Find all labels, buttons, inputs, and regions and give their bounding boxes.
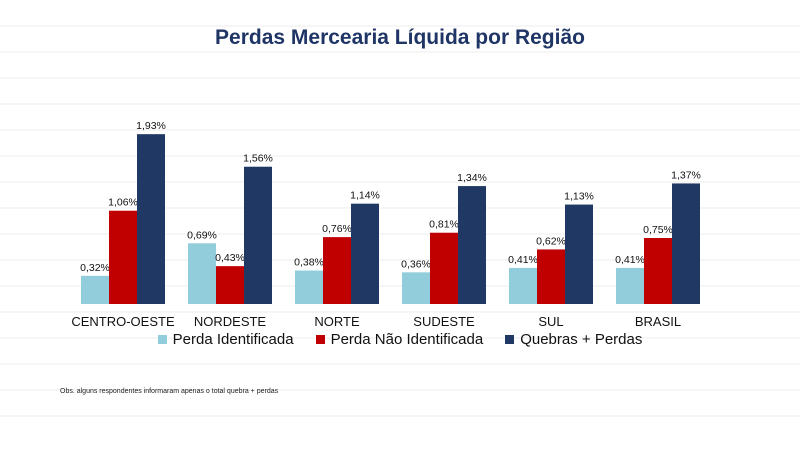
category-label: CENTRO-OESTE — [71, 314, 175, 329]
data-label: 0,32% — [80, 262, 110, 274]
data-label: 0,38% — [294, 257, 324, 269]
data-label: 1,13% — [564, 191, 594, 203]
bar — [644, 238, 672, 304]
legend-item: Quebras + Perdas — [505, 331, 642, 348]
bar — [402, 272, 430, 304]
category-label: SUL — [538, 314, 563, 329]
legend-label: Perda Não Identificada — [330, 331, 484, 348]
data-label: 1,37% — [671, 169, 701, 181]
data-label: 1,56% — [243, 153, 273, 165]
bar — [430, 232, 458, 304]
bar — [137, 134, 165, 304]
bar — [509, 267, 537, 304]
chart-legend: Perda Identificada Perda Não Identificada… — [0, 331, 800, 348]
category-label: BRASIL — [635, 314, 681, 329]
bar — [81, 275, 109, 304]
legend-swatch — [505, 335, 515, 344]
footnote: Obs. alguns respondentes informaram apen… — [60, 388, 279, 395]
data-label: 0,43% — [215, 252, 245, 264]
data-label: 1,34% — [457, 172, 487, 184]
data-label: 0,41% — [508, 254, 538, 266]
data-label: 0,36% — [401, 258, 431, 270]
data-label: 1,93% — [136, 120, 166, 132]
data-label: 1,14% — [350, 190, 380, 202]
data-label: 0,81% — [429, 219, 459, 231]
legend-label: Perda Identificada — [172, 331, 294, 348]
bar — [351, 203, 379, 304]
bar — [616, 267, 644, 304]
data-label: 0,76% — [322, 223, 352, 235]
bar — [109, 210, 137, 304]
bar — [244, 166, 272, 304]
bar — [565, 204, 593, 304]
bar — [672, 183, 700, 304]
legend-item: Perda Identificada — [157, 331, 294, 348]
bar — [537, 249, 565, 304]
bar — [323, 237, 351, 304]
chart-title: Perdas Mercearia Líquida por Região — [215, 26, 585, 49]
category-label: NORDESTE — [194, 314, 267, 329]
data-label: 0,69% — [187, 229, 217, 241]
bar — [188, 243, 216, 304]
data-label: 0,75% — [643, 224, 673, 236]
bar — [295, 270, 323, 304]
data-label: 0,41% — [615, 254, 645, 266]
legend-swatch — [157, 335, 167, 344]
data-label: 1,06% — [108, 197, 138, 209]
legend-label: Quebras + Perdas — [520, 331, 643, 348]
bar — [458, 186, 486, 304]
data-label: 0,62% — [536, 235, 566, 247]
category-label: SUDESTE — [413, 314, 475, 329]
legend-item: Perda Não Identificada — [315, 331, 484, 348]
legend-swatch — [315, 335, 325, 344]
category-label: NORTE — [314, 314, 360, 329]
bar — [216, 266, 244, 304]
